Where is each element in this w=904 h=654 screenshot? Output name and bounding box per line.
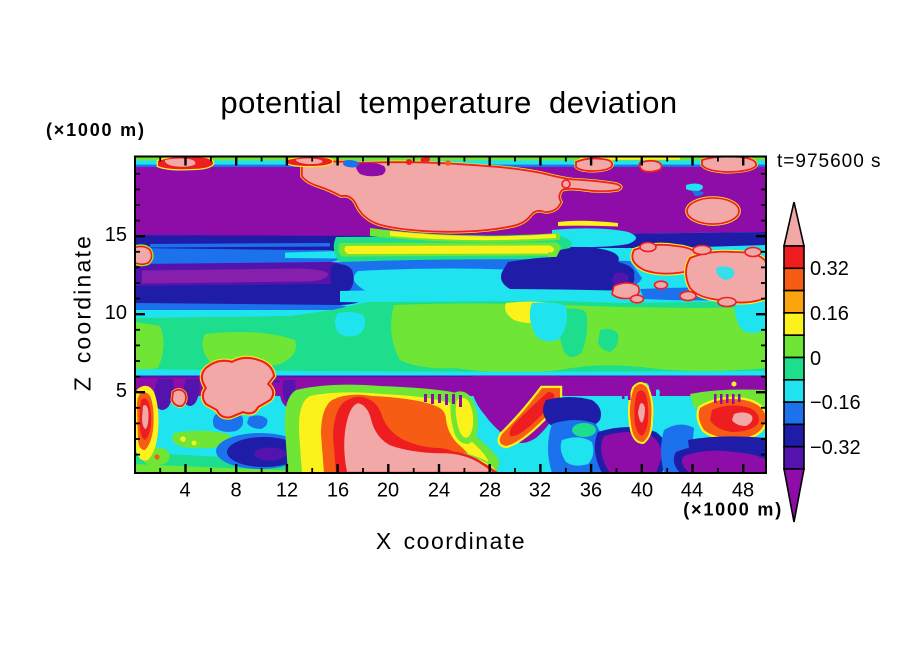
- svg-text:X coordinate: X coordinate: [376, 528, 526, 554]
- svg-text:Z coordinate: Z coordinate: [70, 234, 96, 391]
- svg-text:36: 36: [580, 480, 602, 502]
- svg-text:0.32: 0.32: [810, 258, 849, 280]
- svg-text:44: 44: [681, 480, 703, 502]
- svg-text:12: 12: [276, 480, 298, 502]
- svg-text:32: 32: [529, 480, 551, 502]
- svg-text:10: 10: [105, 302, 127, 324]
- svg-text:(×1000 m): (×1000 m): [683, 500, 783, 520]
- svg-text:16: 16: [327, 480, 349, 502]
- svg-text:15: 15: [105, 224, 127, 246]
- svg-text:−0.16: −0.16: [810, 392, 861, 414]
- svg-text:24: 24: [428, 480, 450, 502]
- svg-text:0: 0: [810, 348, 821, 370]
- svg-text:20: 20: [377, 480, 399, 502]
- svg-text:t=975600 s: t=975600 s: [777, 151, 882, 172]
- svg-text:4: 4: [179, 480, 190, 502]
- svg-text:(×1000 m): (×1000 m): [46, 120, 146, 140]
- svg-text:8: 8: [230, 480, 241, 502]
- svg-text:48: 48: [732, 480, 754, 502]
- svg-text:40: 40: [631, 480, 653, 502]
- svg-text:−0.32: −0.32: [810, 437, 861, 459]
- svg-text:5: 5: [116, 380, 127, 402]
- svg-text:potential temperature deviatio: potential temperature deviation: [220, 85, 677, 120]
- svg-text:28: 28: [479, 480, 501, 502]
- svg-text:0.16: 0.16: [810, 303, 849, 325]
